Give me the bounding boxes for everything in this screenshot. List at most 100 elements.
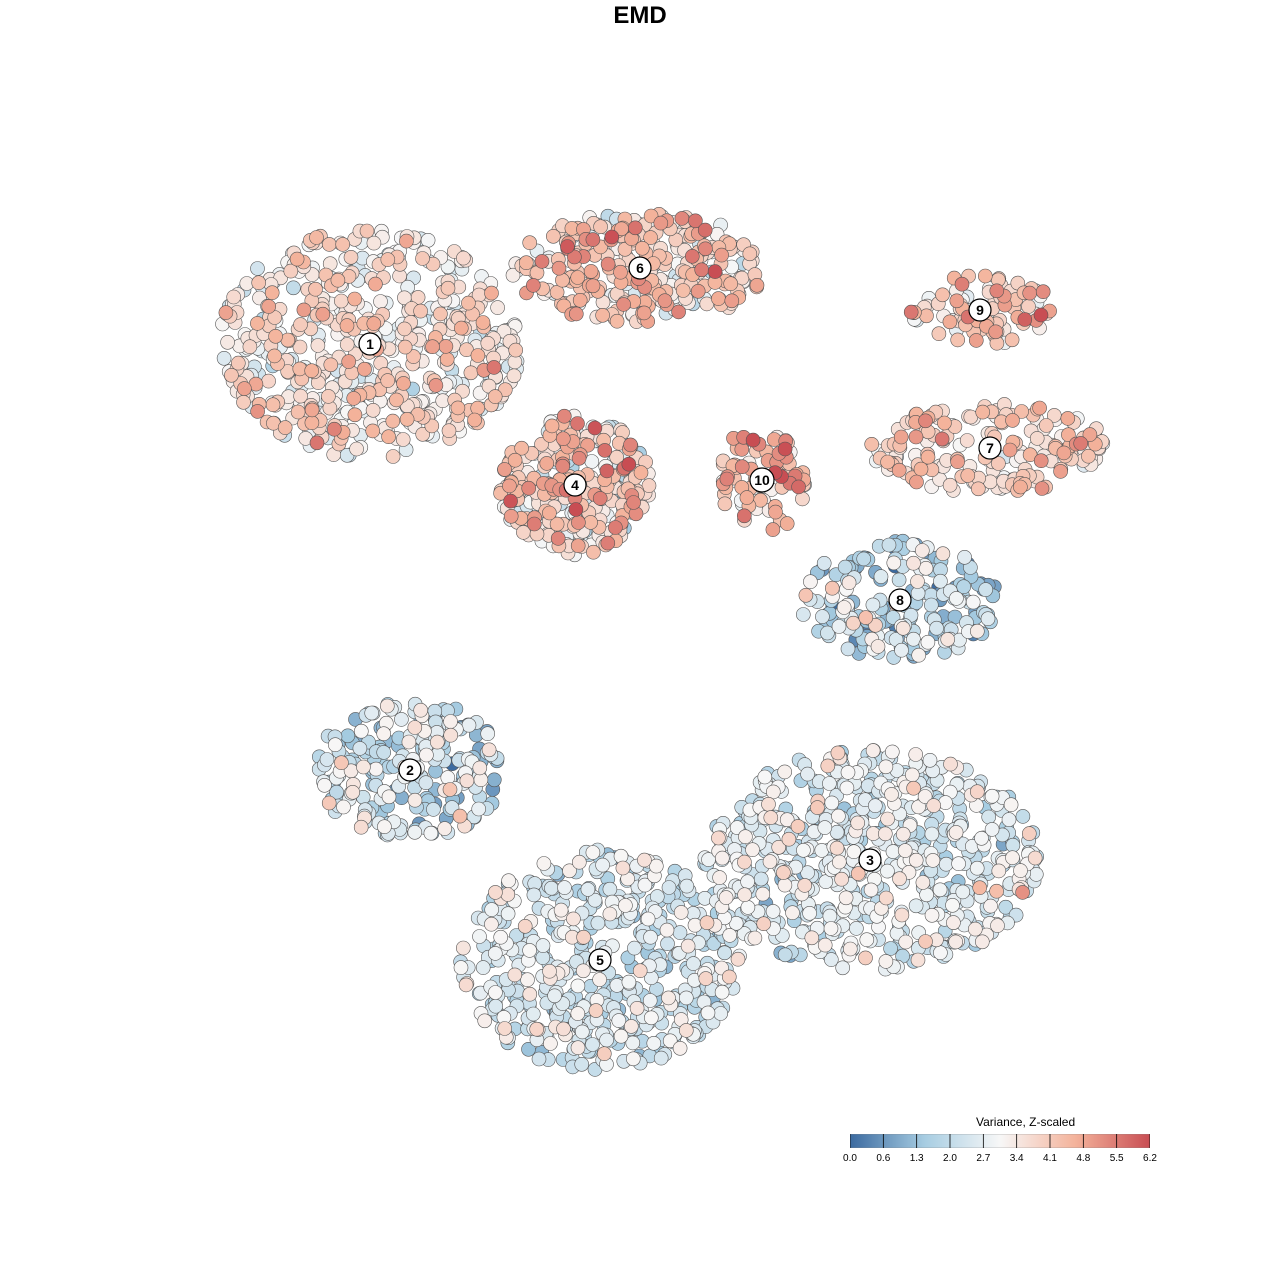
cluster-label-2: 2 [398,758,422,782]
data-point [924,907,940,923]
data-point [376,726,392,742]
data-point [575,963,591,979]
data-point [883,941,898,956]
data-point [1027,850,1043,866]
data-point [914,543,930,558]
data-point [672,925,688,940]
data-point [618,898,633,913]
data-point [597,443,613,458]
data-point [261,373,276,389]
data-point [438,339,454,354]
data-point [556,408,572,424]
data-point [909,474,924,490]
data-point [981,809,997,825]
data-point [555,431,571,447]
data-point [950,332,966,348]
data-point [998,899,1014,915]
data-point [911,647,927,663]
data-point [920,634,936,650]
data-point [608,520,623,535]
data-point [660,936,675,952]
data-point [932,882,948,898]
data-point [459,773,475,789]
data-point [756,916,772,932]
data-point [674,211,690,226]
data-point [969,784,985,800]
data-point [568,306,584,322]
data-point [472,929,487,944]
data-point [868,617,883,633]
data-point [335,237,351,252]
data-point [845,615,861,631]
data-point [908,747,924,762]
data-point [824,580,840,596]
data-point [1034,481,1050,496]
data-point [352,741,368,756]
data-point [711,291,726,306]
data-point [942,477,958,493]
legend-tick-label: 2.0 [943,1153,957,1164]
data-point [267,348,282,364]
data-point [486,360,502,375]
color-legend: Variance, Z-scaled 0.0 0.6 1.3 2.0 2.7 3.4 4.1… [840,1112,1170,1172]
data-point [706,936,722,951]
data-point [755,886,771,902]
data-point [555,458,571,474]
data-point [913,461,929,477]
data-point [522,986,538,1002]
data-point [289,251,305,267]
data-point [820,758,836,774]
data-point [544,880,559,896]
data-point [891,572,907,588]
data-point [823,952,839,967]
data-point [675,283,691,298]
data-point [503,493,518,509]
data-point [602,906,618,922]
cluster-label-4: 4 [563,473,587,497]
data-point [583,264,599,279]
data-point [592,491,608,506]
data-point [353,723,369,739]
data-point [707,264,723,279]
data-point [878,890,894,906]
svg-text:5: 5 [596,952,604,968]
data-point [340,728,356,744]
data-point [600,535,616,551]
data-point [413,702,429,718]
data-point [684,248,700,264]
data-point [347,291,363,307]
data-point [918,413,933,429]
data-point [455,940,471,956]
data-point [911,799,926,815]
data-point [502,478,517,494]
data-point [761,796,776,812]
data-point [880,811,895,827]
data-point [673,905,689,920]
data-point [571,854,587,870]
data-point [629,1000,645,1016]
data-point [699,915,715,931]
data-point [737,887,752,903]
data-point [592,972,607,987]
data-point [439,351,455,367]
data-point [917,789,933,804]
data-point [359,223,375,239]
data-point [873,569,889,584]
data-point [506,368,522,384]
data-point [745,432,761,448]
data-point [894,642,909,658]
data-point [349,441,364,457]
data-point [570,416,585,431]
data-point [574,1024,590,1040]
data-point [536,856,552,871]
data-point [956,579,972,595]
data-point [242,339,258,355]
data-point [309,230,324,245]
legend-tick-label: 4.8 [1076,1153,1091,1164]
data-point [475,960,491,975]
data-point [500,887,516,902]
data-point [568,502,584,517]
data-point [836,600,852,615]
data-point [615,860,631,876]
data-point [497,1021,513,1036]
